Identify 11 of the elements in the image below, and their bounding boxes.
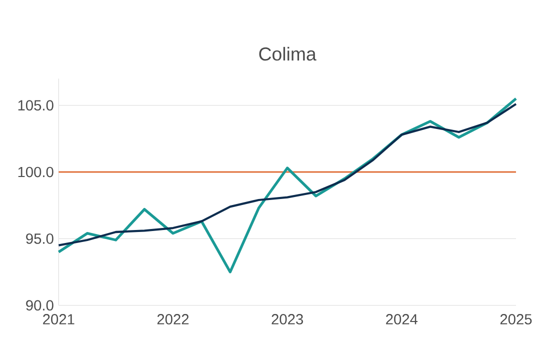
line-series [58,102,518,246]
y-tick-label: 95.0 [26,233,54,244]
y-tick-label: 100.0 [18,166,54,178]
y-tick-label: 105.0 [18,100,54,111]
x-tick-label: 2024 [386,314,418,324]
x-tick-label: 2021 [43,314,74,324]
x-tick-label: 2025 [500,314,532,324]
y-tick-label: 90.0 [26,300,54,311]
x-tick-label: 2022 [157,314,189,324]
x-tick-label: 2023 [272,314,303,324]
chart-title: Colima [259,46,316,61]
